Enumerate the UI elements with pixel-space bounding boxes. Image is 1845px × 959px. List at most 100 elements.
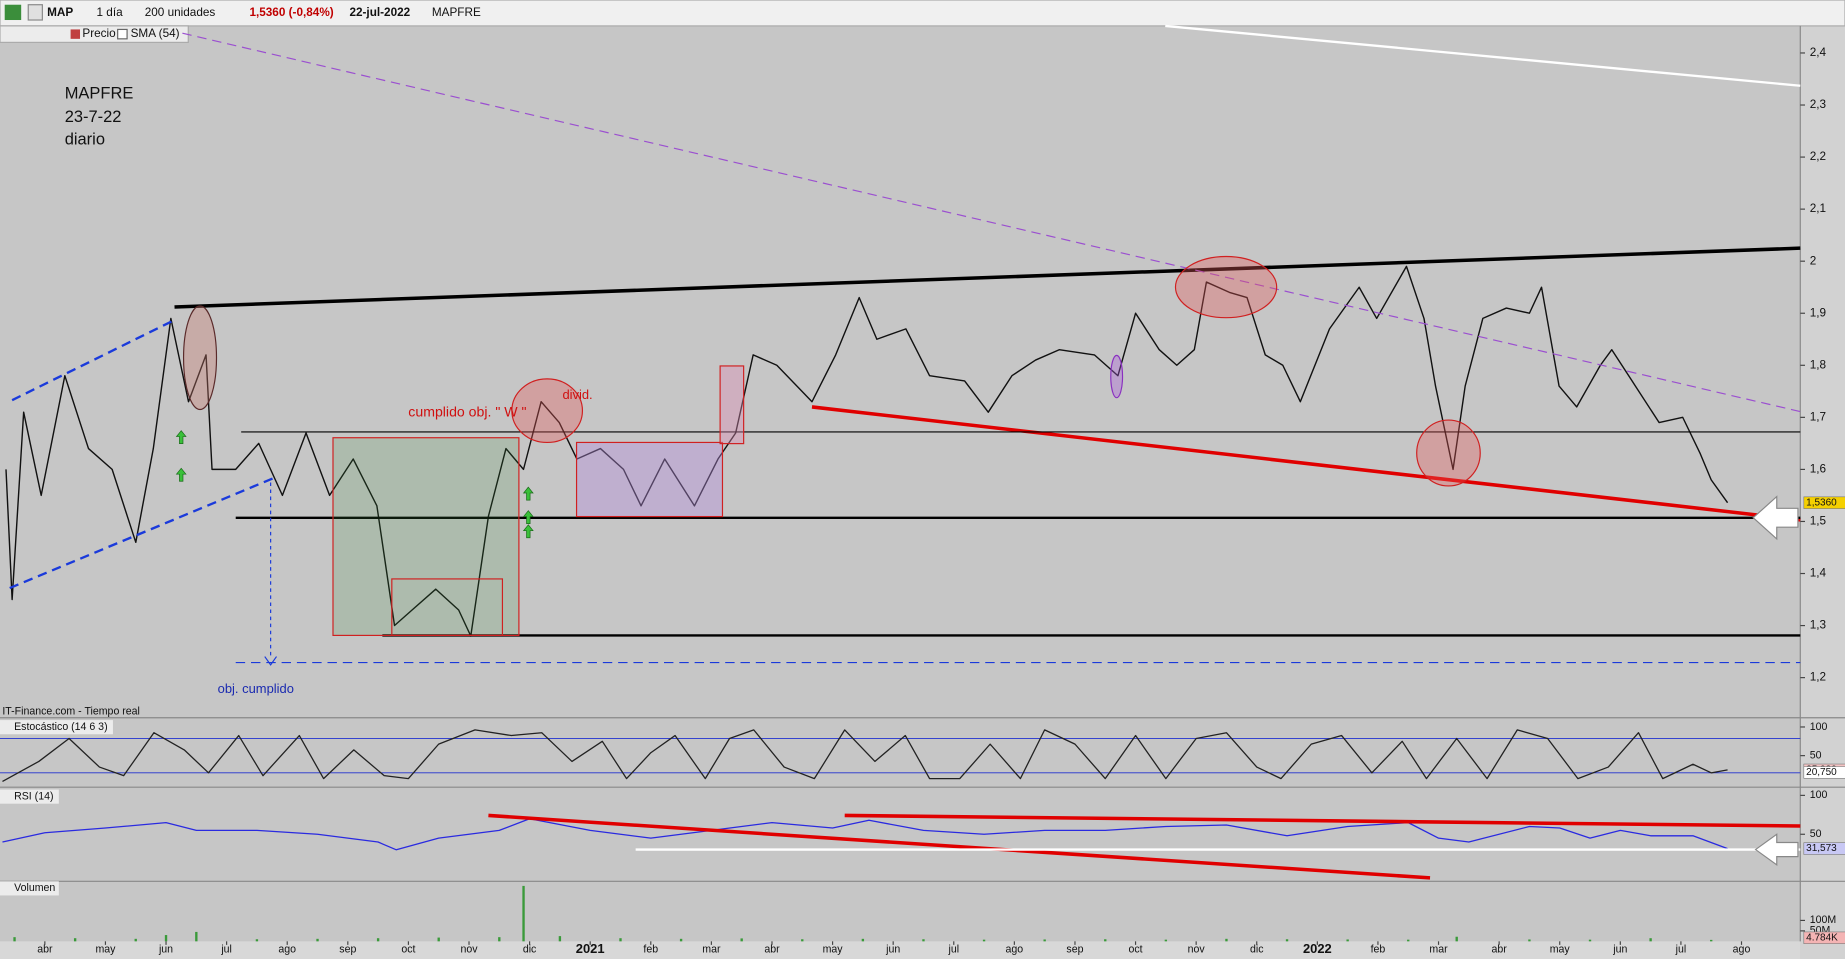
y-tick-label: 50 <box>1810 749 1822 761</box>
interval[interactable]: 1 día <box>96 6 123 19</box>
volume-bar <box>1346 939 1349 942</box>
trend-line <box>9 475 278 590</box>
volume-bar <box>922 939 925 942</box>
highlight-ellipse <box>511 378 584 444</box>
panel-title: Estocástico (14 6 3) <box>14 721 107 733</box>
panel-label-bg <box>0 789 59 804</box>
x-tick-label: may <box>95 943 116 955</box>
zone-box <box>332 437 520 636</box>
volume-bar <box>522 885 525 942</box>
x-tick-label: jul <box>1675 943 1687 955</box>
x-tick-label: ago <box>1733 943 1751 955</box>
x-tick-label: sep <box>1066 943 1083 955</box>
chart-icon[interactable] <box>4 4 22 21</box>
volume-bar <box>316 938 319 942</box>
up-arrow <box>522 510 534 524</box>
volume-bar <box>1104 939 1107 942</box>
value-tag-label: 1,5360 <box>1806 497 1837 508</box>
source: IT-Finance.com - Tiempo real <box>2 706 140 718</box>
y-tick-label: 2,2 <box>1810 150 1826 163</box>
pointer-arrow <box>1754 833 1799 867</box>
x-tick-label: mar <box>702 943 721 955</box>
volume-bar <box>164 935 168 942</box>
zone-box <box>575 441 724 518</box>
volume-bar <box>1455 936 1458 942</box>
x-tick-label: ago <box>1006 943 1024 955</box>
annotation: 23-7-22 <box>65 108 122 126</box>
chart-title: MAPFRE <box>65 84 134 102</box>
data-line <box>5 265 1729 637</box>
highlight-ellipse <box>1416 419 1481 487</box>
value-tag <box>1803 766 1845 779</box>
x-tick-label: abr <box>37 943 53 955</box>
x-tick-label: nov <box>460 943 478 955</box>
target-arrowhead <box>264 656 277 666</box>
volume-bar <box>498 937 501 942</box>
volume-bar <box>134 938 137 942</box>
data-line <box>2 818 1728 851</box>
annotation: cumplido obj. " W " <box>408 404 526 420</box>
toolbar <box>0 0 1845 27</box>
x-tick-label: abr <box>764 943 780 955</box>
annotation: divid. <box>562 387 592 402</box>
data-line <box>2 729 1728 782</box>
panel-label-bg <box>0 720 113 735</box>
up-arrow <box>522 486 534 501</box>
panel-title: Volumen <box>14 882 55 894</box>
x-tick-label: jul <box>947 943 959 955</box>
volume-bar <box>73 938 77 942</box>
volume-bar <box>558 936 562 942</box>
x-tick-label: may <box>823 943 844 955</box>
x-tick-label: 2022 <box>1303 941 1332 956</box>
y-tick-label: 1,7 <box>1810 410 1826 423</box>
volume-bar <box>861 938 865 942</box>
panel-title: RSI (14) <box>14 790 53 802</box>
volume-bar <box>1407 939 1410 942</box>
x-tick-label: nov <box>1188 943 1206 955</box>
volume-bar <box>982 939 986 942</box>
quote: 1,5360 (-0,84%) <box>249 6 333 19</box>
volume-bar <box>619 938 622 942</box>
up-arrows <box>175 430 534 539</box>
value-tag <box>1803 496 1845 509</box>
x-tick-label: jun <box>1612 943 1627 955</box>
legend-checkbox[interactable] <box>117 28 128 40</box>
date: 22-jul-2022 <box>349 6 410 19</box>
annotation: diario <box>65 130 105 148</box>
x-axis-area <box>0 941 1801 959</box>
trend-line <box>844 813 1801 828</box>
value-tag-label: 20,750 <box>1806 767 1837 778</box>
y-tick-label: 2 <box>1810 254 1817 267</box>
x-tick-label: oct <box>401 943 415 955</box>
trend-line <box>488 813 1431 880</box>
y-tick-label: 1,6 <box>1810 463 1827 476</box>
x-tick-label: dic <box>1250 943 1264 955</box>
pointer-arrow <box>1752 495 1799 541</box>
y-tick-label: 1,4 <box>1810 567 1827 580</box>
y-tick-label: 100M <box>1810 914 1836 926</box>
symbol[interactable]: MAP <box>47 6 73 19</box>
x-tick-label: sep <box>339 943 356 955</box>
volume-bar <box>437 937 440 942</box>
trend-line <box>1165 24 1801 87</box>
y-tick-label: 2,4 <box>1810 46 1827 59</box>
axis-area <box>1800 25 1845 959</box>
units[interactable]: 200 unidades <box>145 6 216 19</box>
settings-icon[interactable] <box>27 4 43 21</box>
x-tick-label: 2021 <box>576 941 605 956</box>
highlight-ellipse <box>1174 255 1278 319</box>
y-tick-label: 2,3 <box>1810 98 1827 111</box>
value-tag <box>1803 842 1845 855</box>
legend-sma[interactable]: SMA (54) <box>131 27 180 40</box>
symbol-name: MAPFRE <box>432 6 481 19</box>
x-tick-label: ago <box>278 943 296 955</box>
volume-bar <box>255 939 259 942</box>
highlight-ellipse <box>182 305 218 411</box>
legend-swatch <box>70 29 81 39</box>
value-tag-label: 31,573 <box>1806 843 1837 854</box>
y-tick-label: 2,1 <box>1810 202 1826 215</box>
volume-bar <box>1164 939 1168 942</box>
legend-price[interactable]: Precio <box>82 27 116 40</box>
volume-bar <box>376 938 380 942</box>
zone-box <box>391 578 504 636</box>
